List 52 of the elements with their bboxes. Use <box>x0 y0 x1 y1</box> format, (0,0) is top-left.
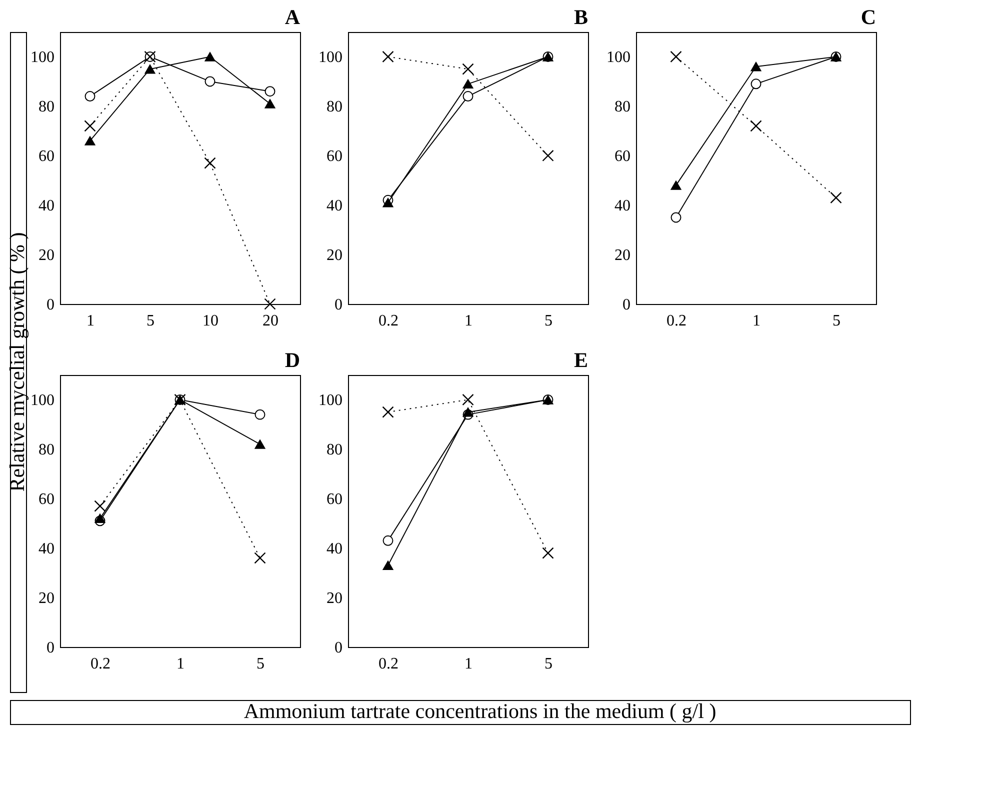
y-tick-label: 80 <box>38 442 54 459</box>
y-tick-label: 40 <box>326 198 342 215</box>
y-tick-label: 40 <box>326 540 342 558</box>
y-tick-label: 20 <box>38 590 54 608</box>
y-tick-label: 20 <box>326 590 342 608</box>
x-tick-label: 0.2 <box>378 656 398 672</box>
x-tick-label: 5 <box>544 312 552 330</box>
y-tick-label: 0 <box>46 296 54 314</box>
chart-title: E <box>574 348 588 372</box>
x-tick-label: 5 <box>544 656 552 672</box>
y-tick-label: 40 <box>38 198 54 215</box>
y-tick-label: 80 <box>326 98 342 116</box>
y-tick-label: 0 <box>334 296 342 314</box>
y-tick-label: 0 <box>334 640 342 656</box>
chart-title: D <box>284 348 300 372</box>
y-tick-label: 0 <box>46 640 54 656</box>
y-tick-label: 20 <box>38 247 54 264</box>
y-tick-label: 100 <box>30 49 54 66</box>
chart-title: A <box>284 5 301 29</box>
y-tick-label: 80 <box>614 98 630 116</box>
x-tick-label: 0.2 <box>378 312 398 330</box>
x-tick-label: 0.2 <box>90 656 110 672</box>
y-tick-label: 100 <box>318 392 342 410</box>
y-tick-label: 0 <box>622 296 630 314</box>
y-tick-label: 60 <box>614 148 630 166</box>
y-tick-label: 100 <box>30 392 54 410</box>
y-tick-label: 60 <box>38 148 54 166</box>
chart-title: B <box>574 5 588 29</box>
y-tick-label: 20 <box>326 247 342 264</box>
y-tick-label: 60 <box>326 148 342 166</box>
x-axis-title: Ammonium tartrate concentrations in the medium ( g/l ) <box>244 699 716 723</box>
y-tick-label: 80 <box>38 98 54 116</box>
y-tick-label: 80 <box>326 442 342 459</box>
y-tick-label: 60 <box>38 491 54 508</box>
x-tick-label: 0.2 <box>666 312 686 330</box>
x-tick-label: 10 <box>202 312 218 330</box>
x-tick-label: 5 <box>146 312 154 330</box>
x-tick-label: 1 <box>464 312 472 330</box>
y-tick-label: 100 <box>606 49 630 66</box>
y-tick-label: 100 <box>318 49 342 66</box>
x-tick-label: 5 <box>832 312 840 330</box>
x-tick-label: 1 <box>752 312 760 330</box>
x-tick-label: 1 <box>176 656 184 672</box>
y-tick-label: 60 <box>326 491 342 508</box>
y-tick-label: 40 <box>614 198 630 215</box>
y-tick-label: 40 <box>38 540 54 558</box>
x-tick-label: 20 <box>262 312 278 330</box>
x-tick-label: 1 <box>464 656 472 672</box>
y-tick-label: 20 <box>614 247 630 264</box>
x-tick-label: 1 <box>86 312 94 330</box>
x-tick-label: 5 <box>256 656 264 672</box>
chart-title: C <box>860 5 876 29</box>
